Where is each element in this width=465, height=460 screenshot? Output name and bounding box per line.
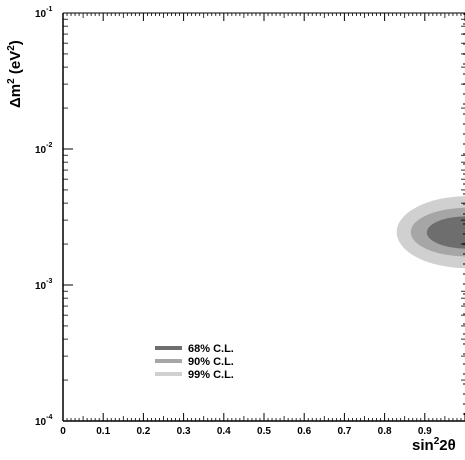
legend-label-0: 68% C.L.: [188, 343, 234, 355]
legend: 68% C.L.90% C.L.99% C.L.: [155, 343, 234, 381]
confidence-region-2: [426, 216, 465, 249]
y-tick-label: 10-4: [35, 414, 52, 428]
x-tick-label: 0.4: [217, 426, 231, 437]
x-tick-label: 0.8: [378, 426, 392, 437]
x-tick-label: 0.9: [418, 426, 432, 437]
x-tick-label: 0.2: [136, 426, 150, 437]
y-axis: 10-1 10-2 10-3 10-4: [35, 6, 465, 428]
x-tick-label: 0.7: [337, 426, 351, 437]
x-tick-label: 0.5: [257, 426, 271, 437]
y-tick-label: 10-1: [35, 6, 52, 20]
y-tick-label: 10-2: [35, 142, 52, 156]
x-axis: 0 0.1 0.2 0.3 0.4 0.5 0.6 0.7 0.8 0.9: [60, 13, 465, 437]
y-tick-label: 10-3: [35, 278, 52, 292]
x-axis-label: sin22θ: [412, 436, 456, 454]
legend-label-1: 90% C.L.: [188, 356, 234, 368]
confidence-regions: [396, 196, 465, 269]
legend-label-2: 99% C.L.: [188, 369, 234, 381]
x-tick-label: 0.3: [177, 426, 191, 437]
y-axis-label: Δm2 (eV2): [6, 40, 24, 108]
x-tick-label: 0.6: [297, 426, 311, 437]
x-tick-label: 0: [60, 426, 66, 437]
x-tick-label: 0.1: [96, 426, 110, 437]
